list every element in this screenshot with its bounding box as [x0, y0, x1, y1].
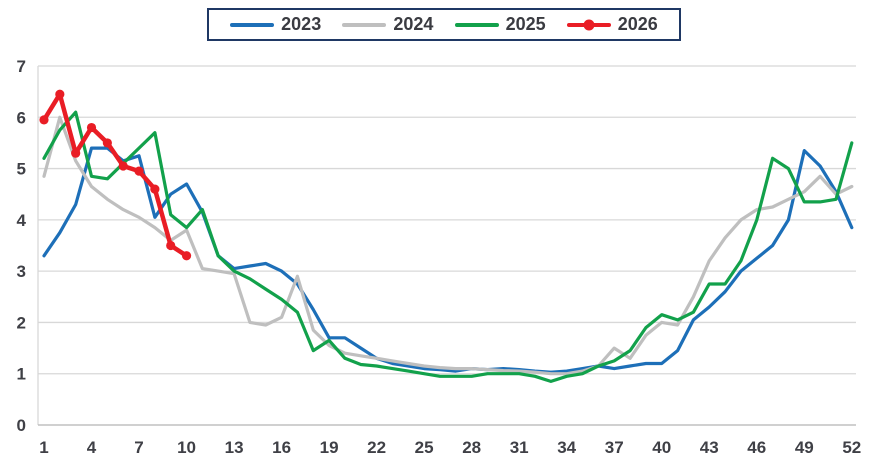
series-line-2026	[41, 91, 189, 259]
svg-text:28: 28	[462, 438, 481, 457]
svg-text:52: 52	[842, 438, 861, 457]
svg-text:7: 7	[17, 57, 26, 76]
data-point-2026-week-5	[102, 138, 112, 148]
svg-text:16: 16	[272, 438, 291, 457]
svg-text:46: 46	[747, 438, 766, 457]
legend-item-2023: 2023	[230, 14, 321, 35]
svg-text:4: 4	[87, 438, 97, 457]
svg-text:5: 5	[17, 160, 26, 179]
svg-text:13: 13	[225, 438, 244, 457]
legend-line-swatch-2025	[454, 22, 499, 27]
data-point-2026-week-9	[166, 240, 176, 251]
svg-text:34: 34	[557, 438, 576, 457]
svg-text:1: 1	[39, 438, 48, 457]
data-point-2026-week-7	[134, 166, 144, 176]
legend-label: 2023	[281, 14, 322, 34]
legend-label: 2025	[505, 14, 546, 34]
x-axis-tick-labels: 1 4 7 10 13 16 19 22 25 28 31 34 37 40 43 46 49 52	[39, 438, 861, 457]
data-point-2026-week-1	[39, 115, 49, 125]
legend-item-2026: 2026	[566, 14, 658, 35]
svg-text:19: 19	[320, 438, 339, 457]
svg-text:2: 2	[17, 313, 26, 332]
svg-text:43: 43	[700, 438, 719, 457]
axes	[37, 66, 856, 426]
data-point-2026-week-4	[86, 122, 97, 133]
legend-line-swatch-2023	[230, 22, 275, 27]
svg-text:6: 6	[17, 108, 26, 127]
legend-line-swatch-2026	[566, 19, 611, 30]
svg-text:0: 0	[17, 416, 26, 435]
data-point-2026-week-2	[55, 89, 65, 99]
legend-label: 2024	[393, 14, 434, 34]
data-point-2026-week-8	[150, 184, 160, 194]
legend-line-swatch-2024	[342, 22, 387, 27]
svg-text:40: 40	[652, 438, 671, 457]
svg-text:3: 3	[17, 262, 26, 281]
y-axis-tick-labels: 0 1 2 3 4 5 6 7	[17, 57, 27, 435]
svg-text:49: 49	[795, 438, 814, 457]
data-point-2026-week-6	[118, 161, 128, 171]
svg-text:37: 37	[605, 438, 624, 457]
svg-text:4: 4	[17, 211, 27, 230]
svg-text:31: 31	[510, 438, 529, 457]
series-lines	[39, 89, 854, 383]
series-line-2025	[42, 110, 854, 383]
svg-text:1: 1	[17, 365, 26, 384]
data-point-2026-week-3	[71, 148, 81, 158]
legend-item-2025: 2025	[454, 14, 546, 35]
series-line-2023	[42, 146, 854, 374]
svg-text:25: 25	[415, 438, 434, 457]
data-point-2026-week-10	[181, 251, 192, 261]
gridlines	[38, 65, 856, 375]
svg-text:22: 22	[367, 438, 386, 457]
svg-text:7: 7	[134, 438, 143, 457]
svg-text:10: 10	[177, 438, 196, 457]
legend-item-2024: 2024	[342, 14, 433, 35]
series-line-2024	[42, 115, 854, 376]
legend-label: 2026	[617, 14, 658, 34]
chart-legend: 2023 2024 2025 2026	[207, 8, 681, 41]
